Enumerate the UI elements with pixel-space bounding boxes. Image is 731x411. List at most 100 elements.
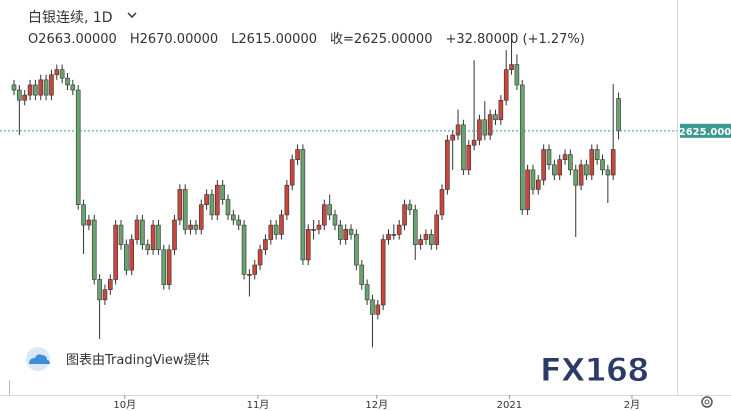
candle-body xyxy=(231,214,236,221)
candle-body xyxy=(177,189,183,221)
candle-body xyxy=(546,149,552,166)
candle-body xyxy=(562,154,568,160)
candle-body xyxy=(332,214,338,226)
candle-body xyxy=(605,169,611,176)
candle-body xyxy=(589,149,595,176)
candle-body xyxy=(445,139,450,190)
credit-icon xyxy=(29,354,50,364)
candle-body xyxy=(338,224,343,240)
candle-body xyxy=(471,139,477,146)
candle-body xyxy=(54,69,60,76)
plot xyxy=(11,33,621,348)
ohlc-value: O2663.00000 xyxy=(28,32,117,47)
candle-body xyxy=(38,79,44,96)
candle-body xyxy=(343,229,349,240)
candle-body xyxy=(215,184,220,216)
candle-body xyxy=(600,159,605,171)
ohlc-value: L2615.00000 xyxy=(231,32,317,47)
candle-body xyxy=(439,189,445,216)
candle-body xyxy=(33,84,38,96)
candle-body xyxy=(348,229,354,235)
candle-body xyxy=(113,224,118,280)
x-tick-label: 2021 xyxy=(497,400,522,411)
candle-body xyxy=(535,179,541,190)
candle-body xyxy=(193,224,199,230)
candle-body xyxy=(172,219,177,251)
candle-body xyxy=(97,279,102,301)
candle-body xyxy=(477,119,482,141)
candle-body xyxy=(59,69,65,79)
candle-body xyxy=(530,169,536,190)
candle-body xyxy=(423,234,429,240)
gear-ring xyxy=(701,396,713,408)
candle-body xyxy=(519,84,525,211)
x-tick-label: 2月 xyxy=(624,399,640,411)
candle-body xyxy=(257,249,263,266)
candle-body xyxy=(209,194,215,216)
candle-body xyxy=(284,184,290,216)
candle-body xyxy=(482,119,488,136)
x-tick-label: 11月 xyxy=(247,399,270,411)
candle-body xyxy=(321,204,327,226)
candle-body xyxy=(391,234,397,236)
candle-body xyxy=(145,244,151,251)
ohlc-row: O2663.00000 H2670.00000 L2615.00000 收=2625.… xyxy=(28,32,585,47)
candle-body xyxy=(43,79,49,96)
candle-body xyxy=(198,204,204,230)
candle-body xyxy=(166,249,172,285)
candle-body xyxy=(289,159,295,186)
candle-body xyxy=(375,304,381,315)
candle-body xyxy=(241,224,247,275)
last-price-box xyxy=(680,123,731,138)
candle-body xyxy=(466,144,472,171)
candle-body xyxy=(252,264,258,275)
candle-body xyxy=(578,164,584,186)
candle-body xyxy=(487,114,493,136)
candle-body xyxy=(49,74,54,96)
candle-body xyxy=(461,124,466,171)
symbol-title: 白银连续, 1D xyxy=(28,9,113,26)
candle-body xyxy=(380,239,386,306)
candle-body xyxy=(140,219,145,245)
candle-body xyxy=(161,249,167,285)
candle-body xyxy=(91,219,97,280)
candle-body xyxy=(428,234,434,245)
candle-body xyxy=(509,64,514,70)
candle-body xyxy=(610,149,616,176)
candle-body xyxy=(124,244,129,271)
candle-body xyxy=(316,224,322,230)
candle-body xyxy=(412,209,418,245)
candle-body xyxy=(129,239,134,271)
candle-body xyxy=(402,204,407,226)
candle-body xyxy=(525,169,530,211)
candle-body xyxy=(594,149,600,160)
candle-body xyxy=(188,224,193,230)
candle-body xyxy=(65,77,70,86)
candle-body xyxy=(102,289,108,301)
candle-body xyxy=(75,89,81,206)
candle-body xyxy=(268,224,274,240)
candle-body xyxy=(354,234,359,266)
dropdown-caret[interactable] xyxy=(127,12,137,19)
candle-body xyxy=(455,124,461,136)
logo: FX168 xyxy=(540,351,648,389)
candle-body xyxy=(434,214,439,245)
candle-body xyxy=(263,239,268,251)
candle-body xyxy=(204,194,209,206)
candle-body xyxy=(616,98,621,132)
candle-body xyxy=(81,204,86,226)
candle-body xyxy=(220,184,225,200)
candle-body xyxy=(305,229,311,261)
candle-body xyxy=(386,234,391,240)
gear-hub xyxy=(704,399,710,405)
candle-body xyxy=(541,149,546,181)
candle-body xyxy=(359,264,365,285)
ohlc-value: +32.80000 (+1.27%) xyxy=(445,32,584,47)
candle-body xyxy=(70,84,76,91)
candle-body xyxy=(364,284,370,301)
settings-gear[interactable] xyxy=(701,396,713,408)
candle-body xyxy=(225,199,231,216)
candle-body xyxy=(418,239,423,245)
